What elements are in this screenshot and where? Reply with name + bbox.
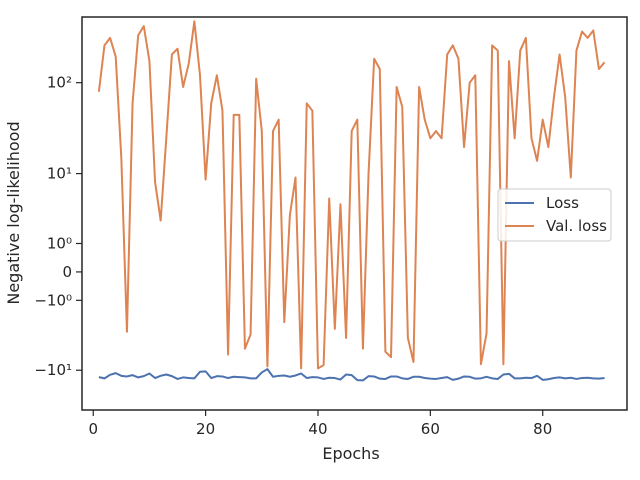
x-axis-label: Epochs [322, 444, 379, 463]
y-tick-label: 0 [62, 263, 72, 281]
x-tick-label: 0 [88, 420, 98, 438]
y-tick-label: 10⁰ [47, 234, 72, 252]
y-tick-label: −10⁰ [34, 291, 72, 309]
y-axis-ticks: −10¹ −10⁰ 0 10⁰ 10¹ 10² [34, 74, 82, 379]
plot-area [97, 20, 606, 382]
y-tick-label: 10² [47, 74, 72, 92]
y-axis-label: Negative log-likelihood [4, 121, 23, 304]
x-tick-label: 60 [421, 420, 440, 438]
x-tick-label: 80 [533, 420, 552, 438]
x-tick-label: 20 [196, 420, 215, 438]
series-line-loss [98, 368, 605, 382]
series-line-val-loss [97, 20, 606, 370]
legend: Loss Val. loss [497, 188, 612, 242]
axes-frame [81, 16, 628, 411]
legend-label-val-loss: Val. loss [546, 217, 607, 235]
y-tick-label: 10¹ [47, 165, 72, 183]
x-axis-ticks: 0 20 40 60 80 [88, 410, 552, 438]
legend-label-loss: Loss [546, 194, 579, 212]
x-tick-label: 40 [308, 420, 327, 438]
y-tick-label: −10¹ [34, 361, 72, 379]
